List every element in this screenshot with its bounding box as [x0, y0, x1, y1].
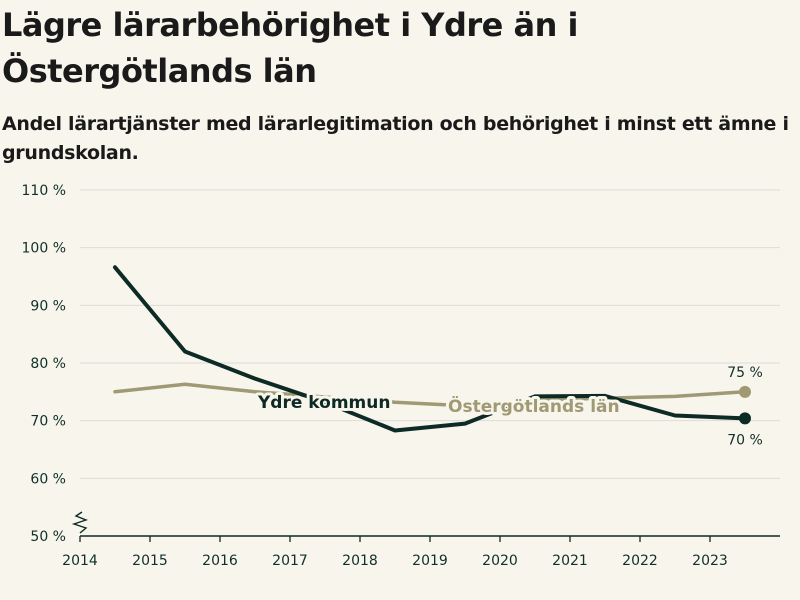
series-line-ydre-kommun	[113, 265, 747, 433]
series-line-ostergotlands-lan	[113, 382, 747, 408]
x-tick-label: 2020	[482, 553, 518, 569]
x-tick-label: 2016	[202, 553, 238, 569]
y-tick-label: 70 %	[30, 414, 66, 430]
series-label-halo: Ydre kommun	[257, 393, 390, 413]
axis-break-icon	[71, 511, 89, 534]
x-tick-label: 2014	[62, 553, 98, 569]
y-tick-label: 100 %	[22, 241, 66, 257]
x-tick-label: 2023	[692, 553, 728, 569]
y-tick-label: 90 %	[30, 298, 66, 314]
end-point-ostergotlands-lan	[739, 385, 751, 398]
chart-title: Lägre lärarbehörighet i Ydre än i Österg…	[2, 6, 578, 90]
x-tick-label: 2021	[552, 553, 588, 569]
x-tick-label: 2017	[272, 553, 308, 569]
x-axis: 2014 2015 2016 2017 2018 2019 2020 2021 2022 2023	[62, 511, 780, 569]
y-tick-label: 50 %	[30, 529, 66, 545]
grid-lines	[80, 189, 780, 479]
chart-subtitle: Andel lärartjänster med lärarlegitimatio…	[2, 113, 789, 164]
x-tick-label: 2022	[622, 553, 658, 569]
series-label-text: Ydre kommun	[257, 393, 390, 413]
y-tick-label: 60 %	[30, 471, 66, 487]
end-label-ostergotlands-lan: 75 %	[727, 365, 763, 381]
end-point-ydre-kommun	[739, 412, 751, 425]
x-tick-label: 2015	[132, 553, 168, 569]
end-label-ydre-kommun: 70 %	[727, 432, 763, 448]
y-axis: 50 % 60 % 70 % 80 % 90 % 100 % 110 %	[22, 183, 66, 545]
y-tick-label: 80 %	[30, 356, 66, 372]
x-tick-label: 2018	[342, 553, 378, 569]
y-tick-label: 110 %	[22, 183, 66, 199]
x-tick-label: 2019	[412, 553, 448, 569]
series-label-text: Östergötlands län	[448, 395, 620, 417]
series-label-halo: Östergötlands län	[448, 395, 620, 417]
series-lines	[113, 265, 751, 433]
